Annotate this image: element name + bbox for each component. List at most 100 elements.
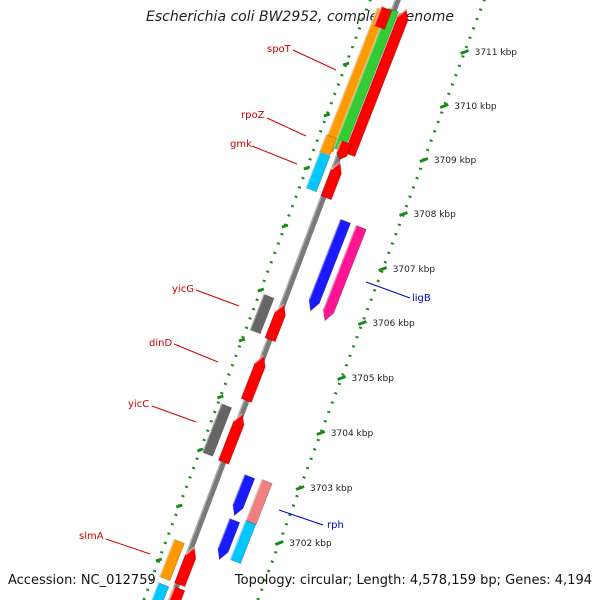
feature-magenta-ligb	[322, 224, 367, 322]
feature-cyan-rph-body	[229, 519, 257, 565]
feature-red-gmk2-shine	[330, 161, 341, 171]
feature-red-spot-body	[343, 8, 409, 158]
tick-label-2: 3709 kbp	[434, 156, 477, 166]
feature-blue-ligb-1-shine	[308, 218, 342, 300]
feature-red-dind	[240, 354, 266, 403]
feature-red-gmk2-body	[320, 161, 342, 201]
feature-red-slma	[174, 546, 197, 588]
inner-dash-3	[281, 223, 289, 229]
feature-gray-yicc-body	[201, 403, 233, 457]
inner-dash-4	[257, 287, 265, 293]
gene-label-spoT: spoT	[267, 44, 292, 55]
feature-blue-rph-1-body	[232, 473, 256, 517]
feature-red-gmk	[335, 140, 352, 160]
feature-blue-rph-1	[231, 473, 256, 517]
feature-red-yicc	[217, 413, 245, 465]
feature-blue-rph-2-shine	[216, 518, 231, 549]
leader-line-gmk	[251, 145, 298, 165]
inner-dotted-track	[142, 0, 372, 600]
feature-red-bottom	[168, 586, 186, 600]
feature-pink-rph-shine	[244, 479, 263, 521]
feature-red-bottom-body	[168, 586, 186, 600]
leader-line-ligB	[365, 281, 411, 299]
tick-mark-8	[295, 485, 305, 491]
tick-label-1: 3710 kbp	[454, 102, 497, 112]
tick-mark-7	[316, 430, 326, 436]
tick-label-4: 3707 kbp	[393, 265, 436, 275]
feature-green-long-shine	[332, 7, 390, 149]
feature-red-slma-body	[174, 546, 197, 588]
feature-cyan-gmk	[305, 151, 331, 193]
leader-line-rph	[278, 509, 324, 526]
feature-orange-rpoz-body	[319, 134, 337, 156]
feature-red-bottom-shine	[168, 586, 176, 600]
inner-dash-8	[175, 503, 183, 509]
leader-line-yicG	[195, 289, 240, 307]
leader-line-yicC	[151, 405, 197, 423]
feature-red-gmk2	[320, 161, 342, 201]
feature-green-long	[332, 7, 399, 153]
feature-red-yicg-body	[264, 303, 286, 343]
feature-red-yicc-body	[217, 413, 245, 465]
feature-red-top-body	[373, 6, 393, 30]
feature-gray-yicg-body	[249, 293, 275, 335]
feature-gray-yicg-shine	[249, 293, 265, 331]
outer-dotted-track	[256, 0, 486, 600]
feature-cyan-bottom-body	[151, 582, 170, 600]
feature-pink-rph-body	[245, 478, 273, 526]
gene-label-dinD: dinD	[149, 338, 172, 349]
feature-red-gmk-shine	[335, 140, 343, 153]
tick-mark-5	[357, 320, 367, 326]
gene-label-yicG: yicG	[172, 284, 194, 295]
feature-orange-slma-shine	[158, 539, 176, 577]
tick-mark-9	[274, 540, 284, 546]
inner-dash-7	[196, 447, 204, 453]
tick-label-8: 3703 kbp	[310, 484, 353, 494]
feature-orange-rpoz-shine	[318, 134, 328, 152]
feature-red-yicg	[264, 303, 286, 343]
gene-label-ligB: ligB	[412, 293, 431, 304]
inner-dash-1	[323, 112, 331, 118]
leader-line-spoT	[292, 49, 337, 71]
tick-label-5: 3706 kbp	[372, 319, 415, 329]
tick-label-7: 3704 kbp	[331, 429, 374, 439]
tick-label-3: 3708 kbp	[413, 210, 456, 220]
tick-mark-0	[460, 49, 470, 55]
feature-red-gmk-body	[336, 140, 352, 160]
feature-blue-ligb-1	[308, 218, 352, 312]
inner-dash-5	[238, 337, 246, 343]
gene-label-yicC: yicC	[128, 399, 149, 410]
feature-blue-rph-2-body	[217, 517, 241, 561]
feature-red-yicc-shine	[233, 413, 244, 422]
feature-red-top-shine	[373, 6, 383, 26]
feature-blue-ligb-1-body	[308, 218, 352, 312]
tick-label-6: 3705 kbp	[352, 374, 395, 384]
inner-dash-9	[155, 557, 163, 563]
feature-cyan-rph	[229, 519, 257, 565]
gene-label-gmk: gmk	[230, 139, 252, 150]
feature-red-top	[373, 6, 393, 30]
feature-magenta-ligb-body	[322, 224, 367, 322]
tick-label-0: 3711 kbp	[475, 48, 518, 58]
feature-blue-rph-1-shine	[231, 474, 246, 505]
tick-mark-1	[439, 103, 449, 109]
feature-red-slma-shine	[184, 546, 195, 556]
leader-line-slmA	[105, 538, 151, 555]
feature-magenta-ligb-shine	[322, 225, 357, 310]
gene-label-rph: rph	[327, 520, 344, 531]
inner-dash-2	[303, 165, 311, 171]
tick-label-9: 3702 kbp	[289, 539, 332, 549]
topology-label: Topology: circular; Length: 4,578,159 bp…	[234, 573, 592, 588]
gene-label-rpoZ: rpoZ	[241, 110, 265, 121]
feature-blue-rph-2	[216, 517, 241, 561]
feature-orange-long-shine	[321, 7, 379, 149]
inner-dash-0	[342, 61, 350, 67]
leader-line-rpoZ	[266, 117, 307, 137]
feature-gray-yicg	[249, 293, 275, 335]
accession-label: Accession: NC_012759	[8, 573, 156, 588]
inner-dash-6	[216, 394, 224, 400]
feature-orange-slma-body	[159, 538, 185, 582]
leader-line-dinD	[173, 343, 219, 363]
feature-cyan-gmk-shine	[305, 151, 321, 189]
